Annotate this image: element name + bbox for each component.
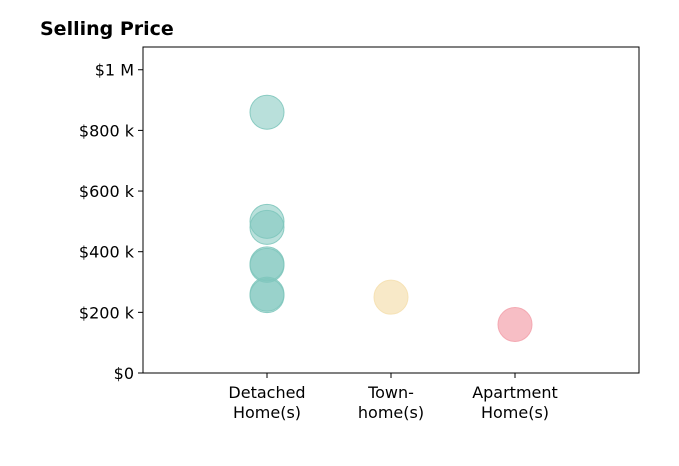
x-axis: DetachedHome(s)Town-home(s)ApartmentHome… (228, 373, 558, 422)
y-tick-label: $600 k (79, 182, 135, 201)
scatter-point (373, 279, 409, 315)
scatter-point (249, 94, 285, 130)
x-tick-label: Apartment (472, 383, 558, 402)
scatter-point (249, 278, 285, 314)
x-tick-label: Home(s) (233, 403, 301, 422)
scatter-point (497, 306, 533, 342)
y-tick-label: $1 M (95, 61, 134, 80)
y-tick-label: $0 (114, 364, 134, 383)
y-tick-label: $200 k (79, 303, 135, 322)
marks-layer (249, 94, 533, 342)
chart-title: Selling Price (40, 18, 174, 40)
x-tick-label: Detached (228, 383, 305, 402)
y-tick-label: $400 k (79, 243, 135, 262)
x-tick-label: Town- (367, 383, 414, 402)
scatter-point (249, 209, 285, 245)
y-axis: $0 $200 k $400 k $600 k $800 k $1 M (79, 61, 143, 383)
x-tick-label: home(s) (358, 403, 424, 422)
x-tick-label: Home(s) (481, 403, 549, 422)
y-tick-label: $800 k (79, 121, 135, 140)
plot-frame (142, 46, 640, 374)
